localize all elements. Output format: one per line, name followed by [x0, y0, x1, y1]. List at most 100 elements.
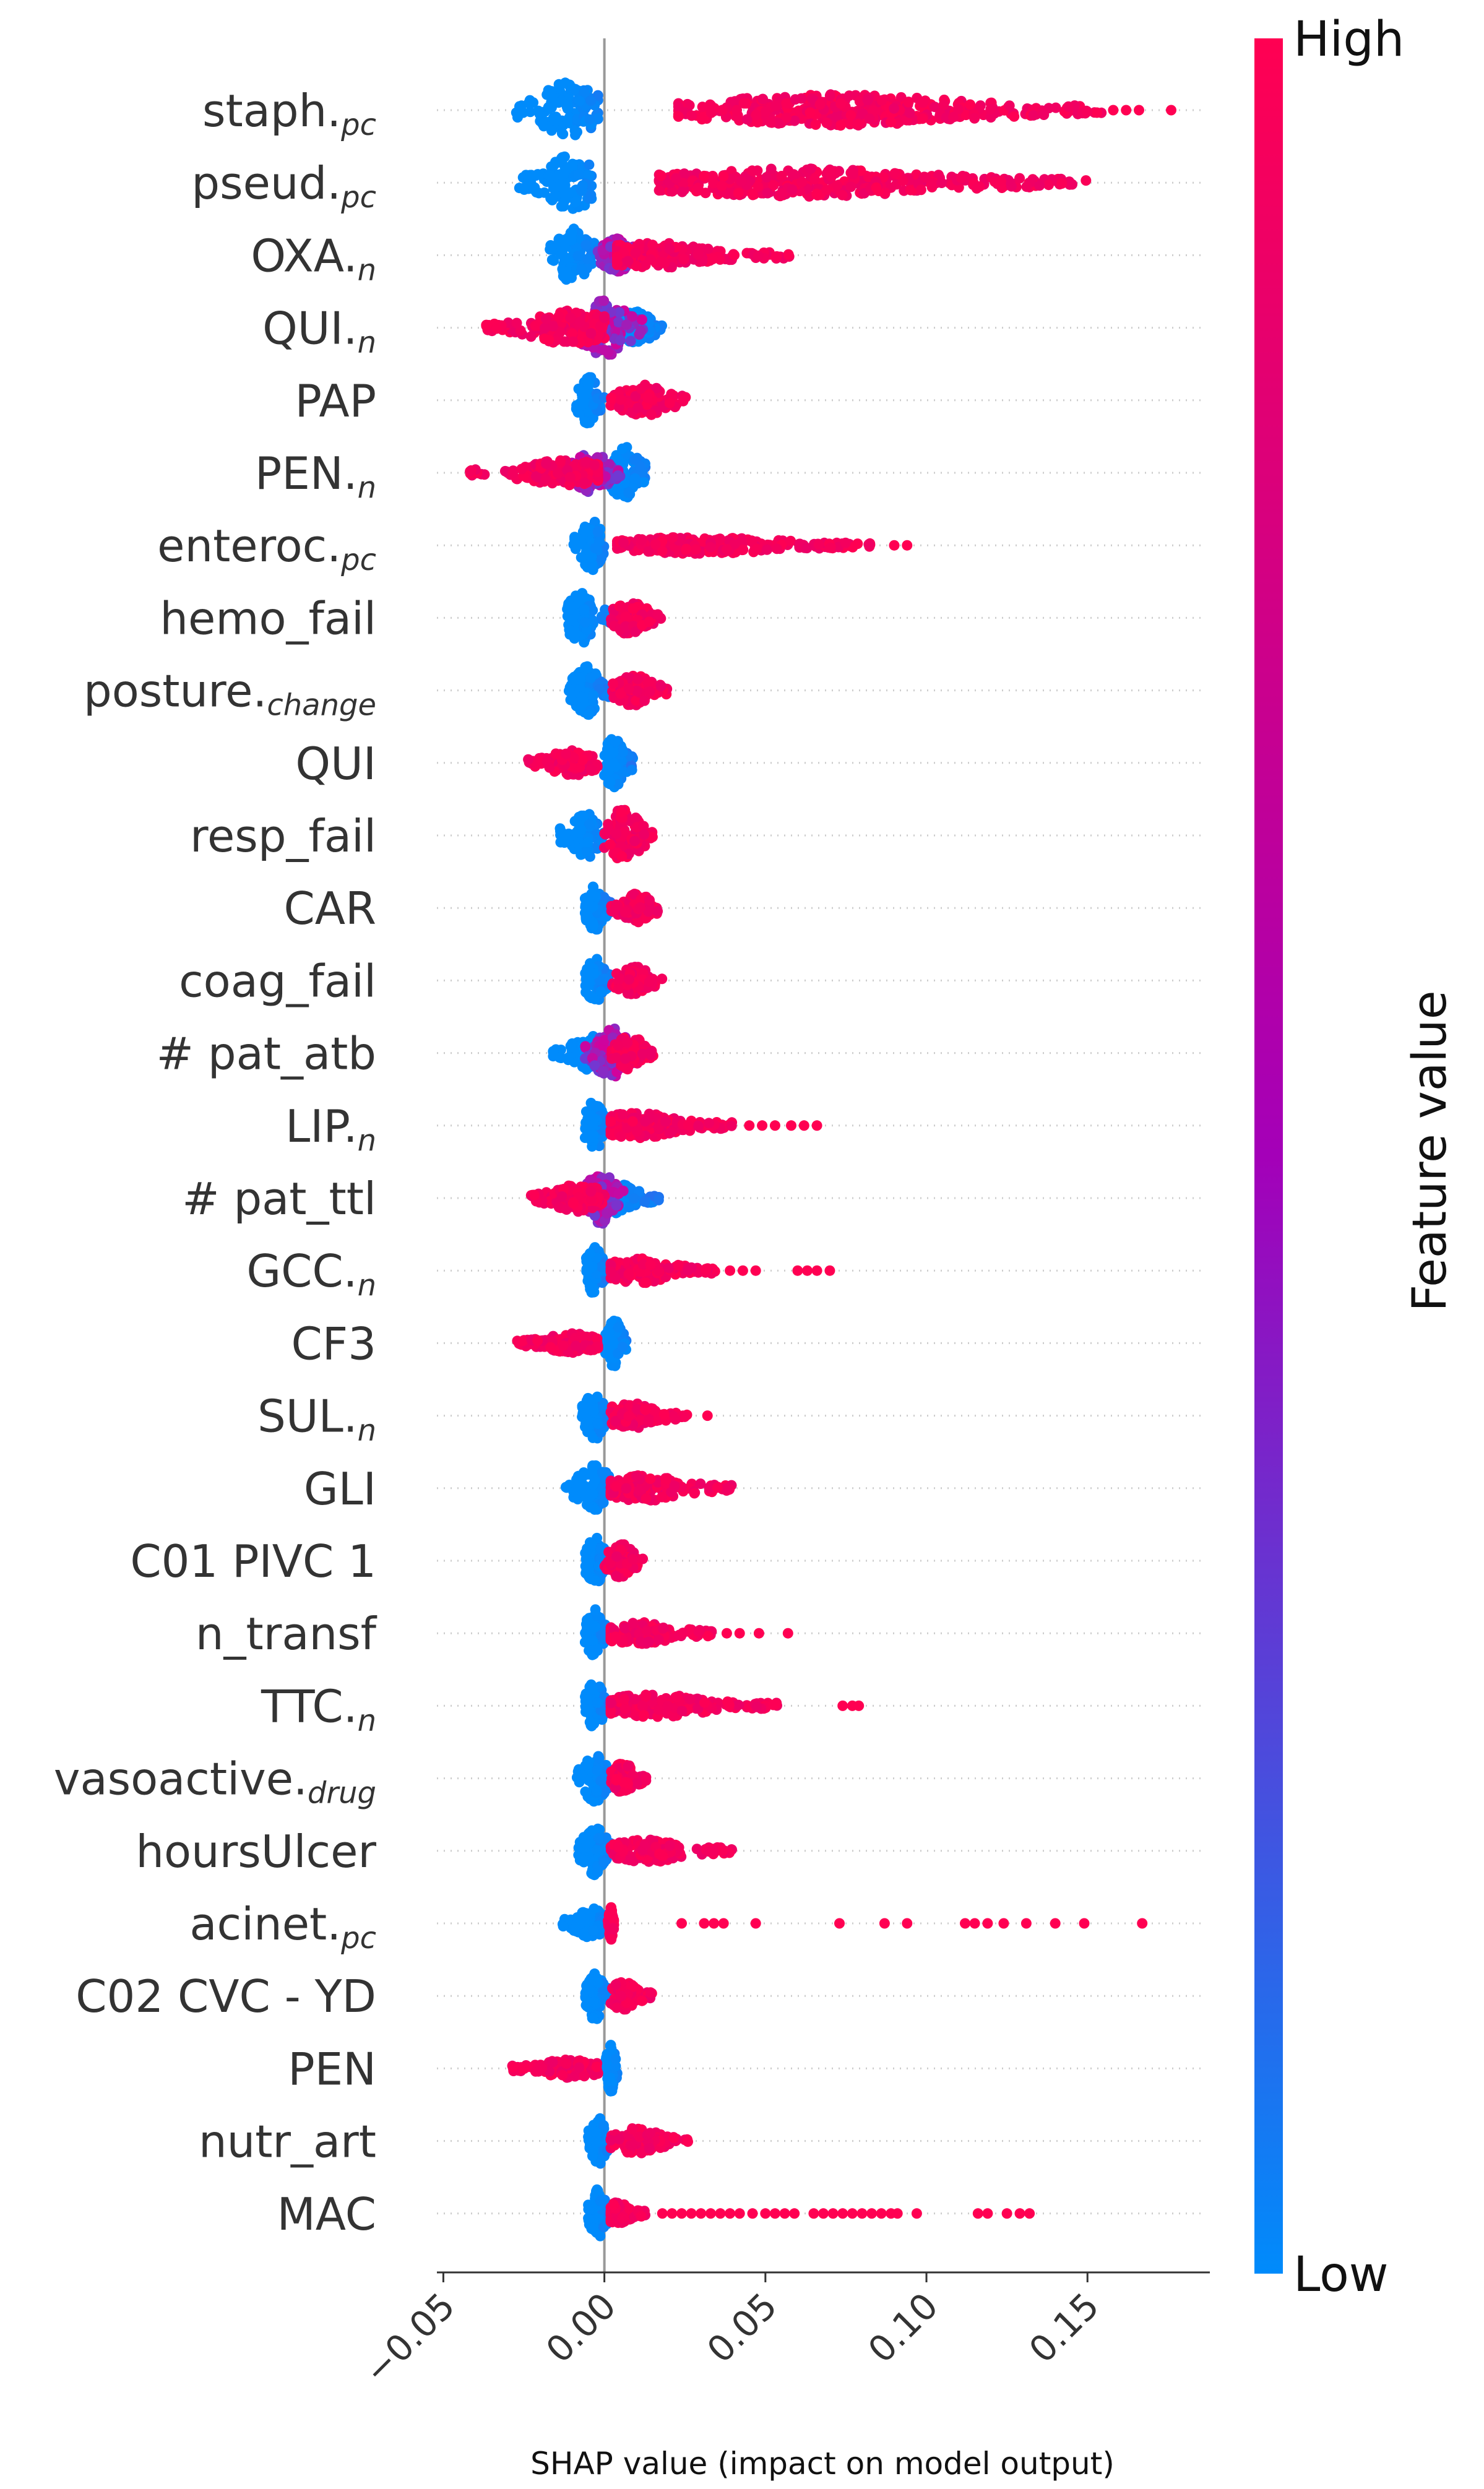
shap-point — [628, 1116, 638, 1127]
shap-point — [620, 611, 631, 622]
shap-point — [697, 101, 708, 112]
shap-point — [576, 824, 587, 835]
shap-point — [645, 254, 656, 265]
shap-point — [580, 617, 590, 628]
shap-point — [905, 108, 915, 118]
shap-point — [736, 176, 746, 187]
shap-point — [718, 171, 728, 181]
shap-point — [1081, 175, 1091, 186]
shap-point — [587, 1287, 597, 1298]
shap-point — [644, 977, 655, 987]
shap-point — [585, 1186, 596, 1197]
shap-point — [985, 104, 996, 114]
shap-point — [660, 1116, 671, 1127]
shap-point — [1034, 180, 1045, 191]
shap-point — [600, 750, 610, 761]
shap-point — [969, 113, 980, 124]
shap-outlier-point — [889, 540, 900, 551]
shap-point — [576, 590, 587, 600]
shap-point — [523, 754, 533, 765]
feature-row-dots — [512, 1316, 631, 1371]
shap-point — [948, 112, 959, 123]
shap-point — [586, 892, 597, 902]
shap-point — [529, 1190, 540, 1201]
shap-point — [677, 187, 688, 197]
shap-point — [569, 534, 580, 545]
shap-point — [522, 179, 532, 189]
shap-point — [557, 128, 567, 139]
shap-point — [642, 392, 653, 403]
shap-outlier-point — [770, 1120, 780, 1131]
shap-point — [559, 197, 569, 207]
shap-point — [555, 455, 566, 466]
shap-point — [589, 460, 600, 470]
shap-point — [599, 313, 610, 323]
shap-point — [580, 239, 591, 250]
shap-point — [815, 99, 826, 110]
shap-point — [766, 164, 777, 175]
shap-point — [584, 160, 594, 170]
feature-row-dots — [580, 882, 663, 935]
shap-point — [586, 764, 597, 775]
shap-outlier-point — [812, 1120, 822, 1131]
dots-layer — [465, 77, 1176, 2241]
shap-point — [618, 1110, 628, 1120]
shap-point — [616, 806, 626, 817]
shap-point — [616, 394, 626, 405]
shap-point — [622, 1037, 632, 1048]
shap-point — [579, 478, 590, 488]
shap-point — [821, 184, 832, 195]
shap-point — [770, 101, 781, 111]
shap-point — [613, 1189, 624, 1199]
shap-point — [640, 1116, 650, 1127]
shap-point — [576, 264, 587, 275]
shap-point — [585, 673, 596, 683]
shap-point — [565, 313, 576, 323]
shap-point — [586, 968, 597, 978]
shap-point — [620, 907, 631, 918]
shap-point — [516, 464, 527, 475]
shap-point — [586, 328, 597, 339]
shap-point — [704, 1118, 714, 1128]
shap-point — [550, 182, 561, 192]
feature-row-dots — [581, 1242, 835, 1298]
shap-outlier-point — [786, 1120, 796, 1131]
shap-point — [598, 296, 609, 306]
shap-point — [570, 126, 580, 136]
shap-outlier-point — [1121, 105, 1131, 116]
shap-point — [639, 829, 649, 840]
shap-point — [644, 677, 654, 688]
shap-point — [903, 97, 913, 108]
shap-point — [639, 1196, 650, 1207]
shap-point — [566, 188, 576, 198]
feature-row-dots — [523, 734, 638, 792]
shap-point — [481, 320, 491, 330]
shap-point — [972, 183, 982, 194]
shap-outlier-point — [824, 1266, 835, 1276]
shap-point — [544, 762, 554, 773]
shap-point — [641, 1277, 651, 1288]
shap-point — [573, 251, 584, 261]
shap-point — [717, 105, 728, 115]
shap-point — [801, 543, 812, 553]
feature-row-dots — [580, 954, 667, 1004]
shap-point — [632, 403, 643, 413]
shap-point — [727, 1121, 737, 1131]
shap-point — [790, 94, 801, 105]
shap-point — [647, 239, 658, 250]
shap-point — [1051, 103, 1061, 113]
shap-point — [654, 1195, 664, 1206]
shap-point — [814, 539, 824, 550]
shap-point — [573, 170, 584, 180]
shap-point — [606, 1116, 616, 1127]
shap-point — [757, 94, 768, 105]
feature-row-dots — [571, 372, 691, 428]
shap-point — [845, 110, 856, 121]
shap-point — [632, 1126, 642, 1137]
shap-point — [623, 488, 634, 498]
shap-point — [877, 95, 887, 106]
shap-point — [652, 906, 663, 917]
shap-point — [644, 616, 655, 627]
shap-point — [1021, 181, 1032, 192]
shap-point — [916, 184, 926, 195]
